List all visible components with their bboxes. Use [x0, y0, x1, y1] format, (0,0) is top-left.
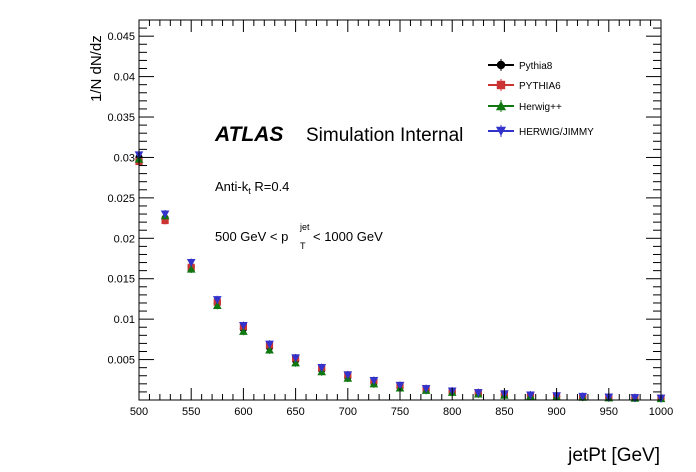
legend-item: Pythia8: [488, 59, 553, 72]
data-point: [239, 326, 248, 335]
legend-item: Herwig++: [488, 100, 562, 113]
legend-item: HERWIG/JIMMY: [488, 125, 594, 138]
data-point: [369, 376, 379, 385]
pt-range-label: 500 GeV < p: [215, 229, 288, 244]
pt-range-suffix: < 1000 GeV: [313, 229, 383, 244]
y-tick-label: 0.02: [114, 233, 135, 245]
legend: Pythia8 PYTHIA6 Herwig++ HERWIG/JIMMY: [488, 59, 594, 138]
x-tick-label: 1000: [649, 406, 673, 418]
data-point: [186, 258, 196, 267]
jet-algorithm-suffix: R=0.4: [251, 179, 290, 194]
data-point: [291, 358, 300, 367]
legend-marker: [496, 60, 506, 70]
legend-label: HERWIG/JIMMY: [519, 127, 594, 138]
x-tick-label: 800: [443, 406, 461, 418]
pt-range-superscript: jet: [299, 222, 310, 232]
pt-range-subscript: T: [300, 241, 306, 251]
data-point: [630, 394, 640, 403]
data-point: [212, 301, 222, 310]
data-point: [317, 364, 327, 372]
data-point: [473, 389, 483, 398]
x-tick-label: 750: [391, 406, 409, 418]
legend-item: PYTHIA6: [488, 79, 561, 92]
x-tick-label: 600: [234, 406, 252, 418]
data-point: [395, 381, 405, 390]
y-tick-label: 0.025: [107, 193, 135, 205]
x-tick-label: 850: [495, 406, 513, 418]
data-point: [239, 322, 248, 330]
data-point: [578, 392, 588, 401]
legend-label: PYTHIA6: [519, 81, 561, 92]
x-tick-label: 500: [130, 406, 148, 418]
x-tick-label: 900: [547, 406, 565, 418]
x-axis: 500 550 600 650 700 750 800 850 900 950 1000: [130, 20, 673, 418]
x-tick-label: 650: [286, 406, 304, 418]
data-point: [160, 210, 170, 219]
legend-marker: [495, 100, 507, 111]
y-tick-label: 0.04: [114, 72, 135, 84]
x-tick-label: 950: [600, 406, 618, 418]
data-point: [343, 371, 353, 380]
atlas-label: ATLAS: [214, 123, 283, 146]
legend-marker: [496, 80, 506, 90]
y-tick-label: 0.035: [107, 112, 135, 124]
data-point: [265, 345, 274, 354]
data-point: [265, 340, 274, 349]
legend-label: Pythia8: [519, 61, 553, 72]
x-tick-label: 700: [339, 406, 357, 418]
jet-algorithm-prefix: Anti-k: [215, 179, 249, 194]
series-3: [134, 151, 666, 403]
data-point: [291, 354, 300, 363]
jet-algorithm-label: Anti-kt R=0.4: [215, 179, 289, 196]
pt-range-prefix: 500 GeV < p: [215, 229, 288, 244]
data-point: [421, 385, 431, 394]
y-tick-label: 0.005: [107, 355, 135, 367]
y-tick-label: 0.03: [114, 152, 135, 164]
x-axis-label: jetPt [GeV]: [567, 445, 660, 466]
y-axis: 0.005 0.01 0.015 0.02 0.025 0.03 0.035 0.04 0.04…: [107, 19, 661, 393]
jet-algorithm-subscript: t: [248, 186, 251, 196]
legend-marker: [495, 126, 507, 137]
x-tick-label: 550: [182, 406, 200, 418]
data-point: [526, 391, 535, 400]
y-tick-label: 0.01: [114, 314, 135, 326]
y-tick-label: 0.015: [107, 274, 135, 286]
data-point: [212, 296, 222, 305]
data-point: [186, 264, 196, 273]
data-point: [161, 216, 169, 225]
y-tick-label: 0.045: [107, 31, 135, 43]
legend-label: Herwig++: [519, 102, 562, 113]
y-axis-label: 1/N dN/dz: [88, 35, 105, 102]
atlas-sublabel: Simulation Internal: [306, 125, 463, 146]
